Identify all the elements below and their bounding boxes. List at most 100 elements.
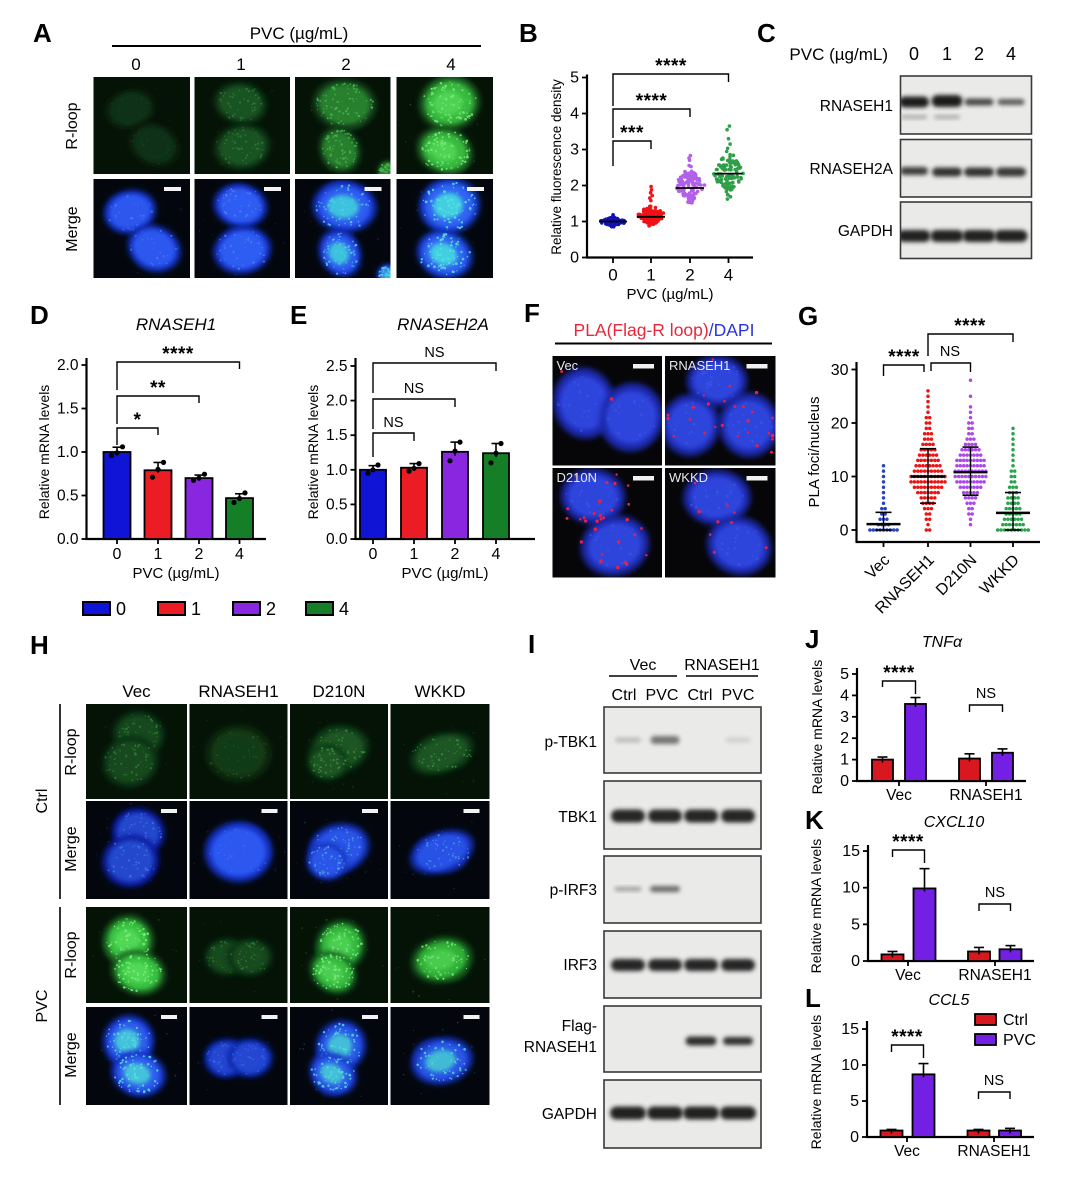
svg-text:A: A (33, 18, 52, 48)
svg-text:3: 3 (840, 709, 849, 726)
svg-text:B: B (519, 18, 538, 48)
svg-text:NS: NS (985, 885, 1005, 901)
svg-text:4: 4 (1006, 44, 1016, 64)
svg-text:5: 5 (840, 666, 849, 683)
svg-text:1.0: 1.0 (57, 444, 79, 461)
svg-text:TBK1: TBK1 (558, 809, 597, 826)
svg-text:2.0: 2.0 (57, 357, 79, 374)
svg-text:J: J (805, 624, 819, 654)
svg-text:L: L (805, 983, 821, 1013)
svg-text:Vec: Vec (894, 1143, 920, 1160)
svg-text:5: 5 (850, 1093, 859, 1110)
svg-text:4: 4 (724, 266, 733, 285)
svg-text:0: 0 (840, 773, 849, 790)
svg-text:CXCL10: CXCL10 (924, 814, 985, 831)
svg-text:PVC (µg/mL): PVC (µg/mL) (789, 45, 888, 64)
svg-text:0: 0 (369, 546, 378, 563)
svg-text:RNASEH1: RNASEH1 (136, 315, 216, 334)
svg-text:2: 2 (840, 730, 849, 747)
svg-text:1.0: 1.0 (326, 462, 348, 479)
svg-text:RNASEH1: RNASEH1 (198, 682, 278, 701)
svg-text:****: **** (883, 663, 915, 684)
svg-text:*: * (134, 410, 142, 431)
svg-text:G: G (798, 301, 818, 331)
svg-text:1: 1 (236, 55, 245, 74)
svg-text:****: **** (954, 316, 986, 337)
svg-text:F: F (524, 298, 540, 328)
svg-text:2: 2 (451, 546, 460, 563)
svg-text:2: 2 (974, 44, 984, 64)
svg-text:4: 4 (492, 546, 501, 563)
svg-text:Relative mRNA levels: Relative mRNA levels (808, 1015, 824, 1150)
svg-text:2.0: 2.0 (326, 393, 348, 410)
svg-text:RNASEH1: RNASEH1 (958, 967, 1031, 984)
svg-text:0: 0 (131, 55, 140, 74)
svg-text:****: **** (655, 56, 687, 77)
svg-text:4: 4 (840, 687, 849, 704)
svg-text:I: I (528, 629, 535, 659)
svg-text:D210N: D210N (313, 682, 366, 701)
svg-text:10: 10 (831, 469, 849, 486)
svg-text:PLA(Flag-R loop)/DAPI: PLA(Flag-R loop)/DAPI (574, 320, 755, 340)
svg-text:PVC (µg/mL): PVC (µg/mL) (402, 565, 489, 582)
svg-text:PVC: PVC (646, 687, 679, 704)
svg-text:PLA foci/nucleus: PLA foci/nucleus (806, 397, 823, 508)
svg-text:2: 2 (266, 599, 276, 619)
svg-text:0.0: 0.0 (57, 531, 79, 548)
svg-text:NS: NS (404, 381, 424, 397)
svg-text:Vec: Vec (630, 657, 657, 674)
svg-text:Relative mRNA levels: Relative mRNA levels (808, 839, 824, 974)
svg-text:NS: NS (424, 345, 444, 361)
svg-text:NS: NS (984, 1073, 1004, 1089)
svg-text:1.5: 1.5 (326, 427, 348, 444)
svg-text:Ctrl: Ctrl (688, 687, 713, 704)
svg-text:1: 1 (840, 752, 849, 769)
svg-text:0: 0 (113, 546, 122, 563)
svg-text:RNASEH1: RNASEH1 (524, 1039, 597, 1056)
svg-text:p-TBK1: p-TBK1 (544, 734, 597, 751)
svg-text:4: 4 (339, 599, 349, 619)
svg-text:GAPDH: GAPDH (838, 223, 893, 240)
svg-text:0: 0 (608, 266, 617, 285)
svg-text:2: 2 (341, 55, 350, 74)
svg-text:Ctrl: Ctrl (34, 789, 51, 814)
svg-text:2: 2 (570, 178, 579, 195)
svg-text:D: D (30, 300, 49, 330)
svg-text:1: 1 (410, 546, 419, 563)
svg-text:Merge: Merge (63, 1032, 80, 1077)
svg-text:PVC: PVC (1003, 1032, 1036, 1049)
svg-text:2.5: 2.5 (326, 358, 348, 375)
svg-text:TNFα: TNFα (922, 634, 963, 651)
svg-text:H: H (30, 630, 49, 660)
svg-text:PVC: PVC (34, 990, 51, 1023)
svg-text:Relative mRNA levels: Relative mRNA levels (305, 385, 321, 520)
svg-text:RNASEH1: RNASEH1 (669, 358, 730, 373)
svg-text:20: 20 (831, 416, 849, 433)
svg-text:30: 30 (831, 362, 849, 379)
svg-text:RNASEH1: RNASEH1 (684, 657, 760, 674)
svg-text:0: 0 (570, 250, 579, 267)
svg-text:R-loop: R-loop (64, 102, 81, 149)
svg-text:15: 15 (842, 843, 860, 860)
svg-text:Relative mRNA levels: Relative mRNA levels (809, 660, 825, 795)
svg-text:E: E (290, 300, 307, 330)
svg-text:0: 0 (840, 523, 849, 540)
svg-text:GAPDH: GAPDH (542, 1106, 597, 1123)
svg-text:0: 0 (116, 599, 126, 619)
svg-text:NS: NS (383, 415, 403, 431)
svg-text:4: 4 (446, 55, 455, 74)
svg-text:5: 5 (851, 916, 860, 933)
svg-text:4: 4 (570, 106, 579, 123)
svg-text:R-loop: R-loop (63, 931, 80, 978)
svg-text:Relative mRNA levels: Relative mRNA levels (36, 385, 52, 520)
svg-text:0.0: 0.0 (326, 531, 348, 548)
svg-text:WKKD: WKKD (415, 682, 466, 701)
svg-text:PVC: PVC (722, 687, 755, 704)
svg-text:****: **** (891, 1027, 923, 1048)
svg-text:K: K (805, 805, 824, 835)
svg-text:1: 1 (154, 546, 163, 563)
svg-text:RNASEH1: RNASEH1 (820, 98, 893, 115)
svg-text:Flag-: Flag- (562, 1018, 597, 1035)
svg-text:D210N: D210N (557, 470, 597, 485)
svg-text:**: ** (150, 378, 166, 399)
